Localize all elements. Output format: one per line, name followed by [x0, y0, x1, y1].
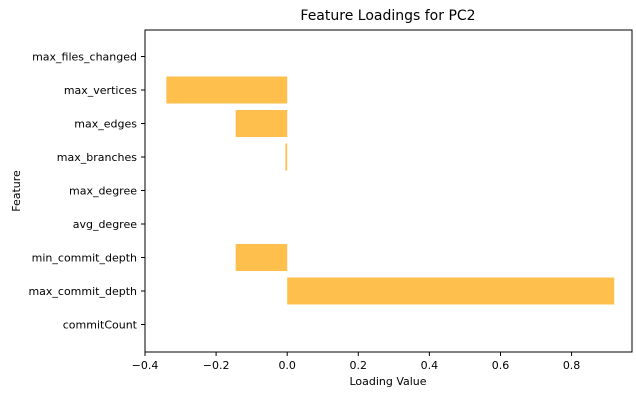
y-tick-label: max_vertices	[64, 84, 137, 97]
y-tick-label: max_edges	[74, 118, 137, 131]
bar-max-vertices	[166, 76, 288, 104]
y-tick-label: min_commit_depth	[32, 252, 137, 265]
x-ticks-group: −0.4 −0.2 0.0 0.2 0.4 0.6 0.8	[132, 352, 581, 372]
y-axis-label: Feature	[10, 170, 23, 212]
y-ticks-group: commitCount max_commit_depth min_commit_de…	[28, 51, 145, 332]
chart-title: Feature Loadings for PC2	[300, 8, 475, 24]
y-tick-label: max_commit_depth	[28, 285, 137, 298]
y-tick-label: avg_degree	[73, 218, 138, 231]
y-tick-label: max_branches	[57, 151, 137, 164]
x-tick-label: 0.4	[421, 359, 439, 372]
bars-group	[166, 76, 615, 305]
y-tick-label: max_files_changed	[32, 51, 137, 64]
x-tick-label: −0.4	[132, 359, 159, 372]
bar-max-branches	[285, 143, 288, 171]
y-tick-label: commitCount	[63, 319, 138, 332]
y-tick-label: max_degree	[69, 185, 137, 198]
x-tick-label: 0.8	[563, 359, 581, 372]
x-axis-label: Loading Value	[349, 375, 426, 388]
x-tick-label: 0.6	[492, 359, 510, 372]
bar-max-edges	[235, 110, 288, 137]
bar-max-commit-depth	[287, 277, 615, 305]
x-tick-label: 0.2	[350, 359, 368, 372]
x-tick-label: 0.0	[278, 359, 296, 372]
x-tick-label: −0.2	[203, 359, 230, 372]
plot-frame	[144, 29, 633, 353]
bar-min-commit-depth	[235, 244, 288, 271]
